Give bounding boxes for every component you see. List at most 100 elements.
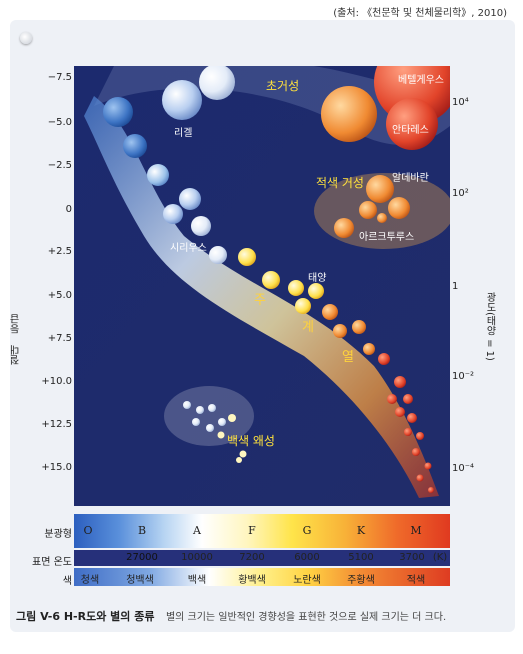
spectral-type-bar: [74, 514, 450, 548]
star-marker: [412, 448, 420, 456]
y-left-tick: −2.5: [47, 160, 72, 171]
spectral-class: M: [410, 524, 422, 537]
spectral-class: O: [83, 524, 93, 537]
star-marker: [288, 280, 304, 296]
star-marker: [236, 457, 242, 463]
star-marker: [196, 406, 204, 414]
region-label-red-giants: 적색 거성: [316, 176, 364, 190]
y-right-tick: 10⁻²: [452, 371, 475, 382]
star-marker: [218, 418, 226, 426]
figure-description: 별의 크기는 일반적인 경향성을 표현한 것으로 실제 크기는 더 크다.: [165, 612, 447, 623]
temperature-value: 3700: [399, 552, 425, 563]
star-marker: [428, 487, 434, 493]
star-marker: [308, 283, 324, 299]
spectral-class: K: [356, 524, 366, 537]
temperature-value: 7200: [239, 552, 265, 563]
y-axis-right-title: 광도(태양 = 1): [484, 292, 495, 361]
region-label-main-seq-3: 열: [342, 350, 354, 365]
y-right-tick: 10²: [452, 188, 469, 199]
star-marker: [183, 401, 191, 409]
figure-caption: 그림 V-6 H-R도와 별의 종류 별의 크기는 일반적인 경향성을 표현한 …: [16, 608, 446, 624]
star-marker: [424, 462, 432, 470]
star-marker: [333, 324, 347, 338]
star-marker: [387, 394, 397, 404]
temperature-unit: (K): [432, 552, 448, 563]
star-marker: [403, 394, 413, 404]
y-right-tick: 10⁻⁴: [452, 463, 475, 474]
star-marker: [123, 134, 147, 158]
star-marker: [394, 376, 406, 388]
color-name: 황백색: [238, 575, 266, 586]
star-marker: [416, 432, 424, 440]
temperature-row-label: 표면 온도: [32, 557, 72, 568]
color-name: 청백색: [126, 575, 154, 586]
spectral-class: F: [248, 524, 256, 537]
color-name: 청색: [80, 575, 100, 586]
region-label-white-dwarfs: 백색 왜성: [227, 434, 275, 448]
star-marker: [352, 320, 366, 334]
star-label-sirius: 시리우스: [170, 243, 207, 254]
star-marker: [334, 218, 354, 238]
star-marker: [359, 201, 377, 219]
star-marker: [199, 66, 235, 100]
star-marker: [321, 86, 377, 142]
star-marker: [217, 431, 225, 439]
temperature-bar: [74, 550, 450, 566]
color-name: 주황색: [347, 575, 375, 586]
region-label-supergiants: 초거성: [266, 79, 300, 93]
temperature-value: 5100: [348, 552, 374, 563]
source-note: (출처: 《천문학 및 천체물리학》, 2010): [333, 8, 507, 19]
y-right-tick: 1: [452, 281, 459, 292]
star-label-arcturus: 아르크투루스: [359, 232, 415, 243]
y-left-tick: +5.0: [47, 290, 72, 301]
star-marker: [206, 424, 214, 432]
temperature-value: 27000: [126, 552, 158, 563]
y-right-tick: 10⁴: [452, 97, 469, 108]
star-marker: [395, 407, 405, 417]
star-marker: [209, 246, 227, 264]
star-marker: [191, 216, 211, 236]
y-axis-left-title: 절대 등급: [11, 314, 22, 365]
star-label-aldebaran: 알데바란: [392, 173, 429, 184]
region-label-main-seq-1: 주: [254, 293, 266, 308]
y-left-tick: −7.5: [47, 72, 72, 83]
y-left-tick: +10.0: [41, 376, 72, 387]
star-marker: [377, 213, 387, 223]
star-marker: [238, 248, 256, 266]
star-marker: [103, 97, 133, 127]
star-marker: [386, 98, 438, 150]
y-left-tick: +15.0: [41, 462, 72, 473]
star-marker: [228, 414, 236, 422]
color-name: 노란색: [293, 575, 321, 586]
star-marker: [262, 271, 280, 289]
star-marker: [295, 298, 311, 314]
star-marker: [407, 413, 417, 423]
star-marker: [163, 204, 183, 224]
color-row-label: 색: [62, 576, 72, 587]
spectral-class: G: [302, 524, 312, 537]
star-marker: [179, 188, 201, 210]
color-name: 백색: [187, 575, 207, 586]
region-label-main-seq-2: 계: [302, 320, 314, 335]
star-label-rigel: 리겔: [174, 128, 193, 139]
y-left-tick: +7.5: [47, 333, 72, 344]
star-marker: [208, 404, 216, 412]
color-name: 적색: [406, 575, 426, 586]
star-marker: [322, 304, 338, 320]
star-marker: [404, 428, 412, 436]
star-marker: [378, 353, 390, 365]
star-marker: [363, 343, 375, 355]
color-bar: [74, 568, 450, 586]
temperature-value: 10000: [181, 552, 213, 563]
spectral-class: A: [193, 524, 201, 537]
star-label-antares: 안타레스: [392, 125, 429, 136]
y-left-tick: −5.0: [47, 117, 72, 128]
figure-number: 그림 V-6 H-R도와 별의 종류: [16, 610, 155, 623]
hr-diagram-graphic: [74, 66, 450, 506]
star-marker: [388, 197, 410, 219]
spectral-class: B: [137, 524, 147, 537]
star-label-betelgeuse: 베텔게우스: [398, 75, 444, 86]
star-label-sun: 태양: [308, 273, 327, 284]
spectral-row-label: 분광형: [44, 529, 72, 540]
y-left-tick: +2.5: [47, 246, 72, 257]
